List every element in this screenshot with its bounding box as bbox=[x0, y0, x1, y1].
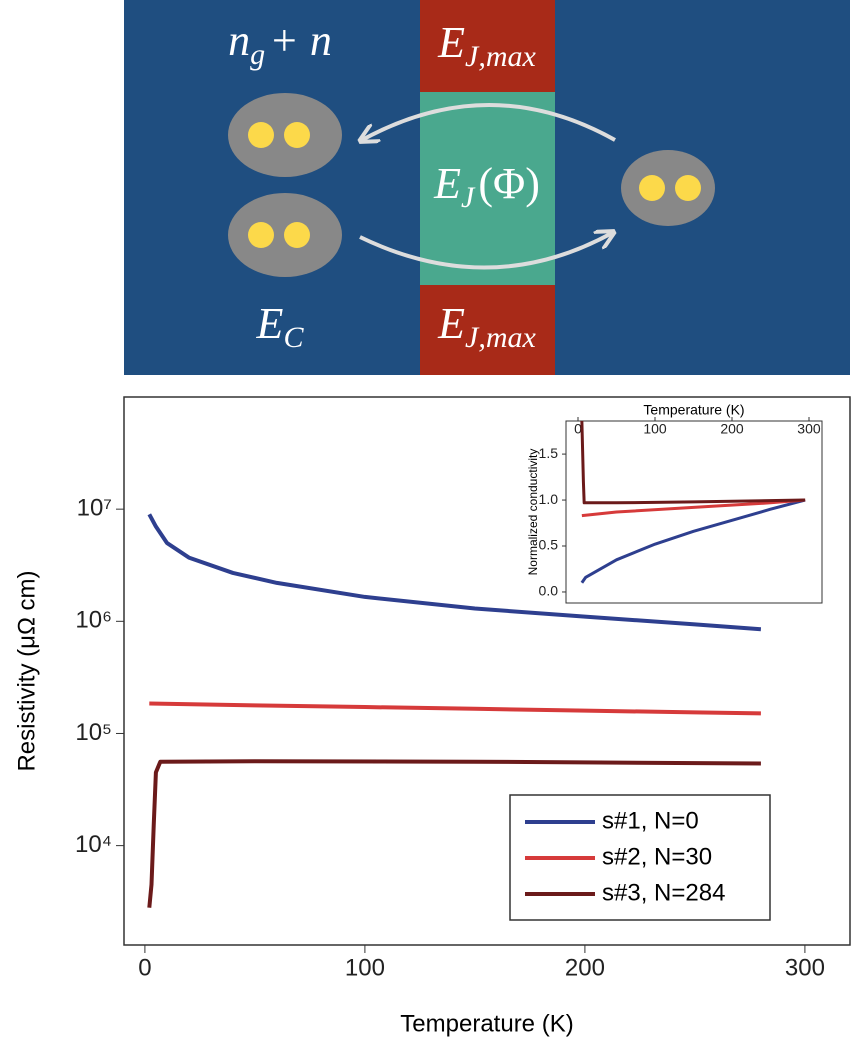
island bbox=[621, 150, 715, 226]
label-main: E bbox=[437, 299, 465, 348]
x-tick-label: 200 bbox=[565, 954, 605, 981]
math-label: EJ,max bbox=[437, 18, 536, 73]
arrow bbox=[359, 233, 612, 270]
arrow bbox=[362, 103, 616, 140]
x-tick-label: 100 bbox=[643, 421, 667, 437]
x-axis-label: Temperature (K) bbox=[643, 402, 744, 418]
series-line bbox=[147, 513, 762, 632]
math-label: EC bbox=[256, 299, 305, 354]
legend-label: s#1, N=0 bbox=[602, 807, 699, 834]
label-sub: J,max bbox=[465, 321, 536, 354]
y-tick-label: 0.0 bbox=[539, 583, 559, 599]
junction-max bbox=[420, 285, 555, 375]
math-label: EJ(Φ) bbox=[433, 159, 540, 214]
series-line bbox=[580, 421, 806, 505]
label-main: E bbox=[437, 18, 465, 67]
y-tick-label: 10⁶ bbox=[75, 607, 112, 634]
y-tick-label: 10⁴ bbox=[75, 831, 112, 858]
x-tick-label: 0 bbox=[574, 421, 582, 437]
label-sub: J bbox=[461, 181, 476, 214]
legend-label: s#2, N=30 bbox=[602, 843, 712, 870]
x-tick-label: 200 bbox=[720, 421, 744, 437]
label-main: E bbox=[433, 159, 461, 208]
junction-max bbox=[420, 0, 555, 92]
legend-label: s#3, N=284 bbox=[602, 879, 725, 906]
y-tick-label: 10⁷ bbox=[77, 494, 112, 521]
series-line bbox=[149, 701, 761, 716]
x-tick-label: 300 bbox=[785, 954, 825, 981]
island bbox=[228, 93, 342, 177]
diagram bbox=[124, 0, 850, 375]
label-sub: J,max bbox=[465, 40, 536, 73]
series-line bbox=[147, 759, 761, 908]
x-tick-label: 100 bbox=[345, 954, 385, 981]
label-sub: g bbox=[250, 38, 265, 71]
y-tick-label: 1.5 bbox=[539, 445, 559, 461]
island bbox=[228, 193, 342, 277]
junction bbox=[420, 92, 555, 285]
x-axis-label: Temperature (K) bbox=[400, 1010, 573, 1037]
y-tick-label: 0.5 bbox=[539, 537, 559, 553]
y-tick-label: 1.0 bbox=[539, 491, 559, 507]
label-main: n bbox=[228, 16, 250, 65]
series-line bbox=[580, 498, 806, 584]
label-rest: (Φ) bbox=[478, 159, 539, 208]
label-rest: + n bbox=[269, 16, 332, 65]
math-label: EJ,max bbox=[437, 299, 536, 354]
x-tick-label: 0 bbox=[138, 954, 151, 981]
label-main: E bbox=[256, 299, 284, 348]
y-tick-label: 10⁵ bbox=[75, 719, 112, 746]
y-axis-label: Resistivity (μΩ cm) bbox=[13, 570, 40, 771]
y-axis-label: Normalized conductivity bbox=[526, 449, 540, 576]
label-sub: C bbox=[283, 321, 304, 354]
plot-frame bbox=[565, 420, 823, 604]
math-label: ng+ n bbox=[228, 16, 332, 71]
plot-frame bbox=[123, 396, 851, 946]
x-tick-label: 300 bbox=[797, 421, 821, 437]
